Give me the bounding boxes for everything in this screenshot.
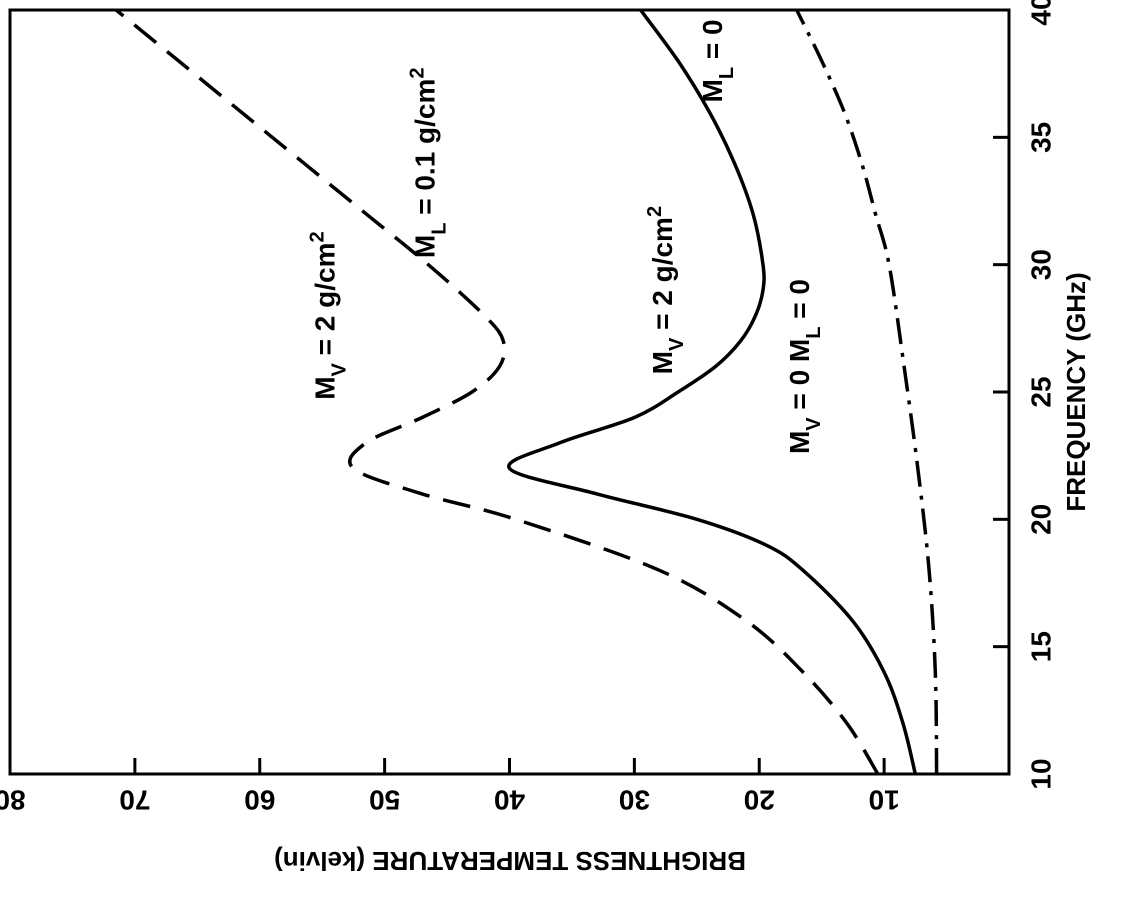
x-axis-label: FREQUENCY (GHz) — [1061, 272, 1091, 511]
axis-ticks: 10 15 20 25 30 35 40 10 20 30 40 50 60 70 80 — [0, 0, 1057, 816]
curve-annotation: ML = 0 — [697, 19, 738, 102]
x-tick-label: 35 — [1026, 122, 1057, 153]
y-tick-label: 30 — [619, 785, 650, 816]
curve-annotation: MV = 2 g/cm2 — [644, 206, 688, 374]
curve-annotation: ML = 0.1 g/cm2 — [407, 67, 451, 258]
curve-annotation: MV = 0 ML = 0 — [784, 279, 825, 454]
curve-annotations: MV = 2 g/cm2 ML = 0.1 g/cm2 MV = 2 g/cm2 ML… — [307, 19, 826, 454]
x-tick-label: 40 — [1026, 0, 1057, 26]
series-line-dash-dot — [795, 9, 939, 775]
y-tick-label: 50 — [369, 785, 400, 816]
y-axis-label: BRIGHTNESS TEMPERATURE (kelvin) — [274, 846, 746, 876]
series-lines — [114, 8, 939, 775]
series-line-dashed — [114, 8, 880, 775]
y-tick-label: 60 — [244, 785, 275, 816]
x-tick-label: 10 — [1026, 758, 1057, 789]
x-tick-label: 25 — [1026, 376, 1057, 407]
x-tick-label: 20 — [1026, 504, 1057, 535]
curve-annotation: MV = 2 g/cm2 — [307, 231, 351, 399]
x-tick-label: 30 — [1026, 249, 1057, 280]
y-tick-label: 80 — [0, 785, 26, 816]
y-tick-label: 40 — [494, 785, 525, 816]
y-tick-label: 10 — [869, 785, 900, 816]
y-tick-label: 70 — [119, 785, 150, 816]
x-tick-label: 15 — [1026, 631, 1057, 662]
plot-frame — [8, 8, 1011, 776]
series-line-solid — [507, 8, 918, 775]
y-tick-label: 20 — [744, 785, 775, 816]
